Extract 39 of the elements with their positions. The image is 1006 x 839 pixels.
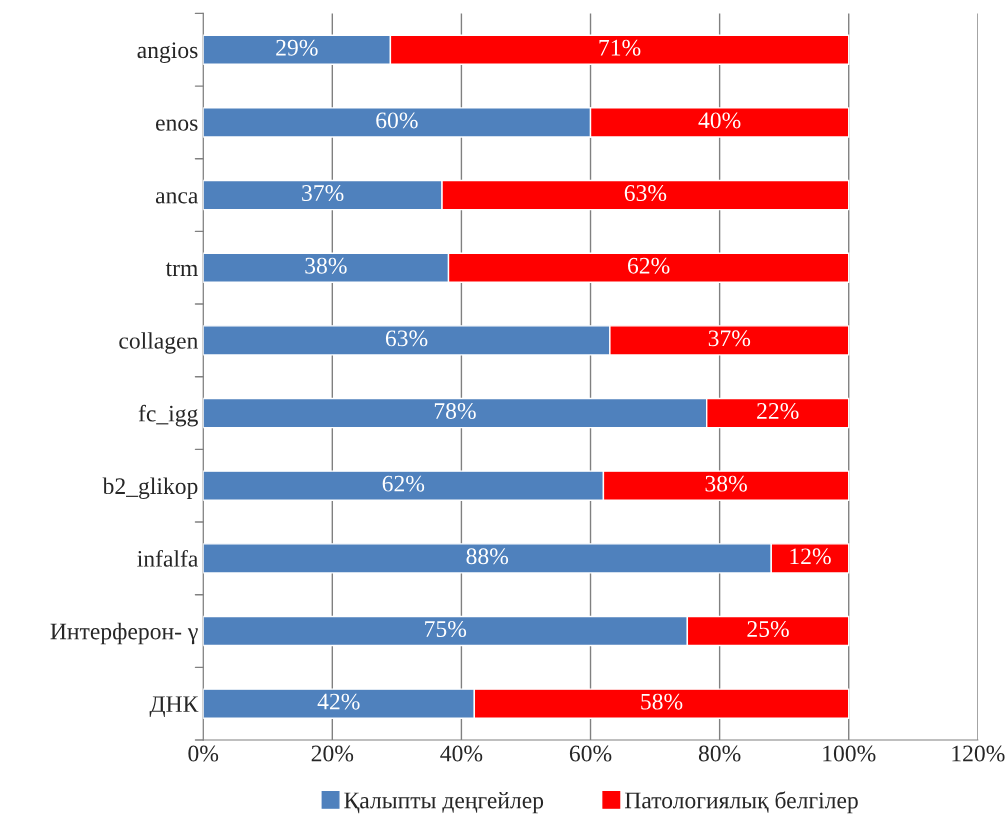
data-label: 25%: [747, 620, 789, 637]
data-label: 71%: [599, 39, 641, 56]
data-label: 62%: [382, 475, 425, 492]
data-label: 22%: [757, 403, 799, 420]
y-tick-label: b2_glikop: [102, 477, 198, 499]
legend-label: Патологиялық белгілер: [624, 791, 858, 814]
data-label: 78%: [434, 403, 476, 420]
data-label: 38%: [305, 257, 347, 274]
data-label: 58%: [641, 693, 683, 710]
data-label: 60%: [376, 112, 418, 129]
data-label: 40%: [698, 112, 741, 129]
y-tick-label: trm: [165, 262, 198, 277]
data-label: 63%: [385, 330, 428, 347]
data-label: 38%: [705, 475, 747, 492]
data-label: 63%: [624, 185, 667, 202]
y-tick-label: infalfa: [137, 549, 199, 567]
x-tick-label: 40%: [440, 745, 483, 762]
data-label: 42%: [317, 693, 360, 710]
y-tick-label: ДНК: [149, 696, 199, 717]
y-tick-label: enos: [155, 119, 198, 131]
y-tick-label: fc_igg: [138, 404, 198, 427]
data-label: 37%: [302, 185, 344, 202]
data-label: 75%: [425, 620, 467, 637]
x-tick-label: 80%: [698, 745, 741, 762]
x-tick-label: 20%: [311, 745, 354, 762]
legend-label: Қалыпты деңгейлер: [344, 792, 544, 814]
data-label: 37%: [708, 330, 751, 347]
data-label: 62%: [627, 257, 670, 274]
x-tick-label: 0%: [188, 745, 219, 762]
data-label: 29%: [276, 39, 318, 56]
x-tick-label: 120%: [952, 745, 1005, 762]
y-tick-label: angios: [137, 42, 198, 64]
data-label: 12%: [790, 548, 831, 565]
y-tick-label: collagen: [119, 332, 198, 354]
y-tick-label: anca: [155, 192, 199, 204]
x-tick-label: 100%: [823, 745, 876, 762]
data-label: 88%: [466, 548, 509, 565]
y-tick-label: Интерферон- γ: [50, 622, 198, 645]
x-tick-label: 60%: [569, 745, 612, 762]
